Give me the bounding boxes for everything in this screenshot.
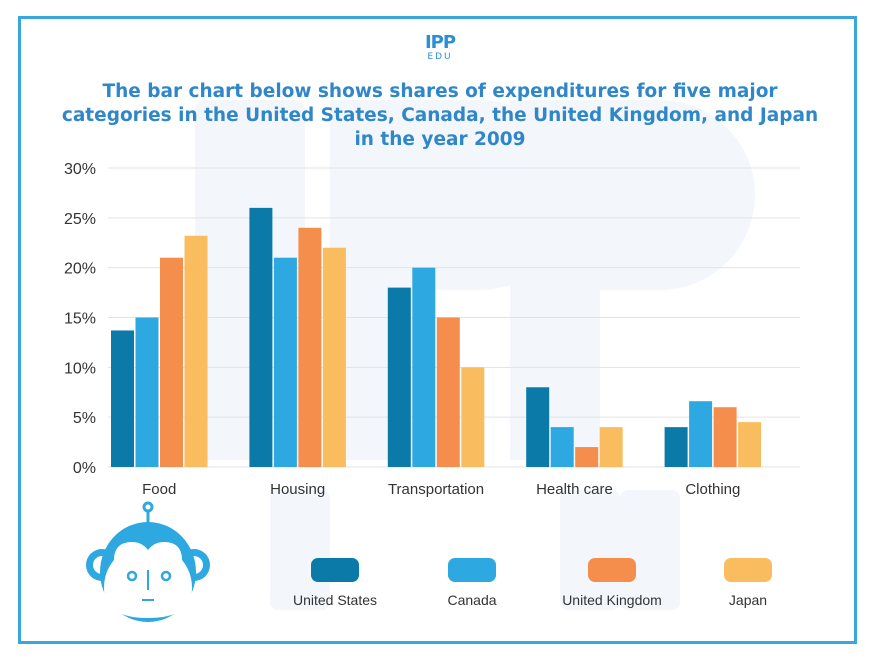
bar-united-kingdom <box>713 407 737 467</box>
legend-label: Japan <box>728 592 768 608</box>
x-tick-label: Transportation <box>388 481 484 498</box>
legend-label: United States <box>292 592 378 608</box>
legend-label: Canada <box>447 592 497 608</box>
bar-united-states <box>387 287 411 467</box>
bar-japan <box>461 367 485 467</box>
legend-label: United Kingdom <box>562 592 662 608</box>
logo-sub-text: EDU <box>427 52 453 62</box>
bar-japan <box>184 235 208 467</box>
y-tick-label: 10% <box>64 360 96 377</box>
chart-title: The bar chart below shows shares of expe… <box>61 81 819 150</box>
legend-swatch <box>448 558 496 582</box>
logo-main-text: IPP <box>424 32 456 53</box>
bar-canada <box>135 317 159 467</box>
bar-united-states <box>111 330 134 467</box>
bar-canada <box>412 267 436 467</box>
bar-canada <box>689 401 713 467</box>
y-tick-label: 20% <box>64 261 96 278</box>
x-tick-label: Food <box>142 481 176 498</box>
bar-united-kingdom <box>160 257 183 467</box>
bar-canada <box>550 427 574 467</box>
y-tick-label: 15% <box>64 311 96 328</box>
y-tick-label: 5% <box>73 410 96 427</box>
ipp-edu-logo: IPP EDU <box>418 32 462 63</box>
bar-united-states <box>526 387 550 467</box>
bar-united-kingdom <box>575 447 599 467</box>
bar-japan <box>322 247 346 467</box>
bar-united-states <box>249 207 273 467</box>
y-tick-label: 0% <box>73 460 96 477</box>
x-tick-label: Clothing <box>685 481 740 498</box>
bar-united-kingdom <box>436 317 460 467</box>
legend-swatch <box>588 558 636 582</box>
y-tick-label: 30% <box>64 161 96 178</box>
bar-japan <box>738 422 762 467</box>
bar-united-states <box>664 427 688 467</box>
bar-canada <box>273 257 297 467</box>
bar-japan <box>599 427 623 467</box>
legend-swatch <box>724 558 772 582</box>
bar-united-kingdom <box>298 227 322 467</box>
x-tick-label: Housing <box>270 481 325 498</box>
y-tick-label: 25% <box>64 211 96 228</box>
legend-swatch <box>311 558 359 582</box>
monkey-mascot-icon <box>86 501 210 622</box>
x-tick-label: Health care <box>536 481 613 498</box>
